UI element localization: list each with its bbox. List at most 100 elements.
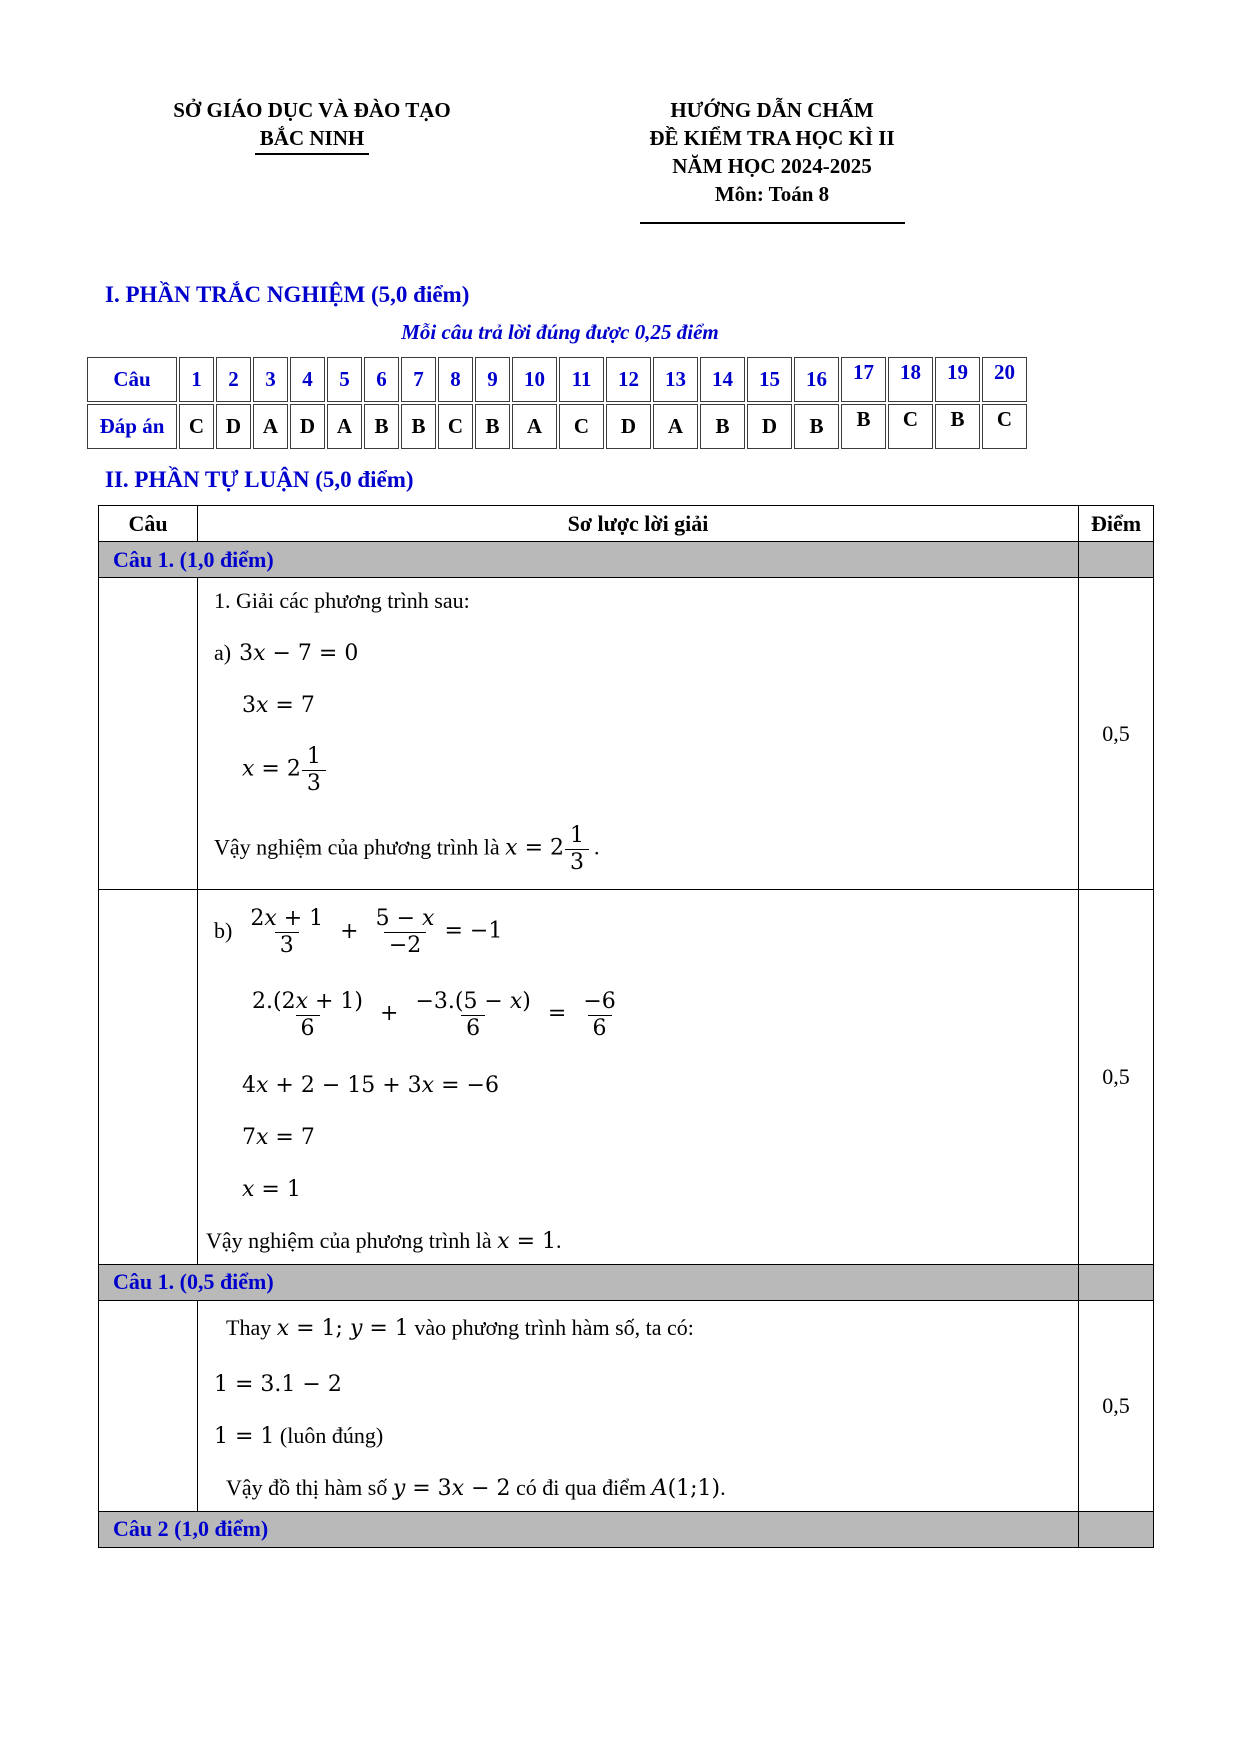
plus-operator: + <box>340 918 359 944</box>
col-header-solution: Sơ lược lời giải <box>197 505 1079 542</box>
line-c-3: 1 = 1 (luôn đúng) <box>214 1423 1068 1449</box>
section1-note: Mỗi câu trả lời đúng được 0,25 điểm <box>401 320 719 344</box>
equation: 4x + 2 − 15 + 3x = −6 <box>242 1072 499 1098</box>
school-year: NĂM HỌC 2024-2025 <box>672 154 872 178</box>
solution-row-b: b) 2x + 1 3 +5 − x −2 = −1 2.(2x + 1) 6 + −3.(5 … <box>98 889 1154 1265</box>
period: . <box>594 834 600 860</box>
issuer-province: BẮC NINH <box>112 124 512 155</box>
question-number: 16 <box>794 357 839 402</box>
fraction-denominator: 6 <box>587 1014 612 1042</box>
fraction-denominator: 3 <box>274 931 299 959</box>
answer-cell: D <box>747 404 792 449</box>
answer-row: Đáp án C D A D A B B C B A C D A B D B B… <box>87 404 1027 449</box>
document-header: SỞ GIÁO DỤC VÀ ĐÀO TẠO BẮC NINH HƯỚNG DẪ… <box>0 96 1241 224</box>
question-number: 9 <box>475 357 510 402</box>
answer-cell: B <box>935 404 980 449</box>
solution-cell-c: Thay x = 1; y = 1 vào phương trình hàm s… <box>197 1299 1079 1512</box>
fraction-numerator: −6 <box>583 988 616 1014</box>
answer-cell: D <box>290 404 325 449</box>
question-number: 8 <box>438 357 473 402</box>
period: . <box>556 1227 562 1253</box>
question-number: 13 <box>653 357 698 402</box>
fraction-numerator: −3.(5 − x) <box>415 988 531 1014</box>
conclusion-text: Vậy đồ thị hàm số <box>226 1474 393 1500</box>
fraction-numerator: 2.(2x + 1) <box>252 988 363 1014</box>
question-col-cell <box>98 889 198 1265</box>
question-number: 20 <box>982 357 1027 402</box>
solution-cell-a: 1. Giải các phương trình sau: a) 3x − 7 =… <box>197 577 1079 890</box>
question-number: 7 <box>401 357 436 402</box>
section2-title: II. PHẦN TỰ LUẬN (5,0 điểm) <box>105 467 414 492</box>
band-score-cell <box>1078 541 1154 578</box>
band-score-cell <box>1078 1510 1154 1548</box>
band-row-cau1: Câu 1. (1,0 điểm) <box>98 541 1154 578</box>
col-header-diem: Điểm <box>1078 505 1154 542</box>
answer-cell: C <box>982 404 1027 449</box>
equation: x = 2 <box>242 756 301 782</box>
plus-operator: + <box>380 1001 399 1027</box>
line-b-eq3: 4x + 2 − 15 + 3x = −6 <box>242 1072 1068 1098</box>
line-b-conclusion: Vậy nghiệm của phương trình là x = 1. <box>206 1228 1068 1254</box>
question-number: 17 <box>841 357 886 402</box>
equation: 7x = 7 <box>242 1124 315 1150</box>
fraction: −6 6 <box>578 989 620 1042</box>
equation: x = 1; y = 1 <box>276 1315 409 1341</box>
answer-table: Câu 1 2 3 4 5 6 7 8 9 10 11 12 13 14 15 … <box>85 355 1029 451</box>
fraction-numerator: 1 <box>306 744 321 769</box>
issuer-block: SỞ GIÁO DỤC VÀ ĐÀO TẠO BẮC NINH <box>112 96 512 155</box>
line-c-2: 1 = 3.1 − 2 <box>214 1371 1068 1397</box>
fraction-denominator: 6 <box>295 1014 320 1042</box>
answer-cell: D <box>606 404 651 449</box>
question-col-cell <box>98 577 198 890</box>
intro-text: 1. Giải các phương trình sau: <box>214 588 470 613</box>
point-notation: A(1;1) <box>651 1475 721 1501</box>
line-c-1: Thay x = 1; y = 1 vào phương trình hàm s… <box>226 1315 1068 1341</box>
fraction-denominator: 3 <box>565 848 589 876</box>
line-a-eq2: 3x = 7 <box>242 692 1068 718</box>
exam-title: ĐỀ KIỂM TRA HỌC KÌ II <box>649 126 895 150</box>
fraction-denominator: 6 <box>461 1014 486 1042</box>
item-label: a) <box>214 640 232 665</box>
answer-cell: A <box>253 404 288 449</box>
question-number: 10 <box>512 357 557 402</box>
question-number: 14 <box>700 357 745 402</box>
band-label: Câu 1. (0,5 điểm) <box>98 1263 1079 1301</box>
score-cell: 0,5 <box>1078 889 1154 1265</box>
band-row-cau1b: Câu 1. (0,5 điểm) <box>98 1263 1154 1301</box>
band-score-cell <box>1078 1263 1154 1301</box>
question-number: 1 <box>179 357 214 402</box>
answer-cell: A <box>327 404 362 449</box>
issuer-province-text: BẮC NINH <box>254 124 370 155</box>
answer-cell: B <box>841 404 886 449</box>
solution-table-header: Câu Sơ lược lời giải Điểm <box>98 505 1154 542</box>
equation: x = 1 <box>242 1176 301 1202</box>
question-number: 18 <box>888 357 933 402</box>
answer-cell: B <box>364 404 399 449</box>
fraction-numerator: 2x + 1 <box>250 906 324 931</box>
fraction-denominator: 3 <box>301 769 326 797</box>
question-col-cell <box>98 1299 198 1512</box>
equation: x = 2 <box>505 835 564 861</box>
question-number: 2 <box>216 357 251 402</box>
solution-cell-b: b) 2x + 1 3 +5 − x −2 = −1 2.(2x + 1) 6 + −3.(5 … <box>197 889 1079 1265</box>
fraction: 5 − x −2 <box>371 906 440 959</box>
equation: 1 = 1 <box>214 1423 275 1449</box>
text: vào phương trình hàm số, ta có: <box>408 1314 694 1340</box>
solution-row-a: 1. Giải các phương trình sau: a) 3x − 7 =… <box>98 577 1154 890</box>
answer-cell: C <box>888 404 933 449</box>
row-label-cau: Câu <box>87 357 177 402</box>
line-a-intro: 1. Giải các phương trình sau: <box>214 588 1068 614</box>
equation-tail: = −1 <box>444 918 503 944</box>
col-header-cau: Câu <box>98 505 198 542</box>
score-cell: 0,5 <box>1078 577 1154 890</box>
band-row-cau2: Câu 2 (1,0 điểm) <box>98 1510 1154 1548</box>
equation: 3x = 7 <box>242 693 315 718</box>
equation: x = 1 <box>497 1228 556 1254</box>
line-a-eq1: a) 3x − 7 = 0 <box>214 640 1068 666</box>
answer-cell: D <box>216 404 251 449</box>
fraction: −3.(5 − x) 6 <box>410 989 535 1042</box>
conclusion-text: Vậy nghiệm của phương trình là <box>206 1227 498 1253</box>
